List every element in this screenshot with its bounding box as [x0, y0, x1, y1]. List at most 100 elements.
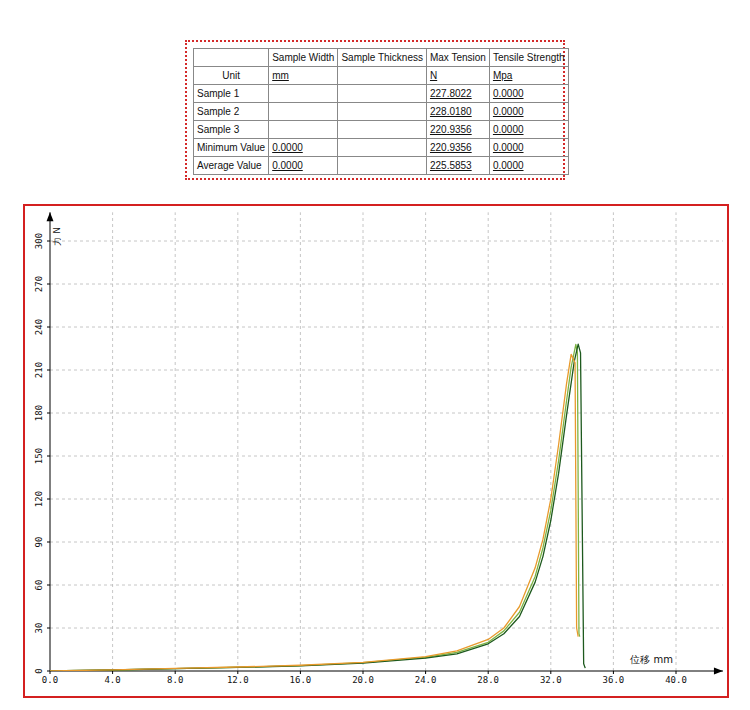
- cell-text: 0.0000: [493, 88, 524, 99]
- grid-line: [175, 212, 176, 671]
- table-cell: [338, 121, 427, 139]
- table-cell: [338, 157, 427, 175]
- cell-text: 220.9356: [430, 142, 472, 153]
- tick-label: 0: [34, 668, 44, 673]
- table-cell: mm: [269, 67, 338, 85]
- table-cell: Sample Thickness: [338, 49, 427, 67]
- cell-text: Unit: [222, 70, 240, 81]
- grid-line: [488, 212, 489, 671]
- tick-label: 270: [34, 276, 44, 292]
- grid-line: [363, 212, 364, 671]
- tick-label: 4.0: [104, 675, 120, 685]
- tick-label: 16.0: [290, 675, 312, 685]
- tick-label: 24.0: [415, 675, 437, 685]
- cell-text: Mpa: [493, 70, 512, 81]
- tick-label: 180: [34, 405, 44, 421]
- table-cell: Mpa: [489, 67, 568, 85]
- table-cell: [194, 49, 269, 67]
- cell-text: Minimum Value: [197, 142, 265, 153]
- grid-line: [50, 585, 723, 586]
- grid-line: [50, 628, 723, 629]
- table-cell: [269, 103, 338, 121]
- table-frame: Sample Width Sample Thickness Max Tension T…: [185, 40, 565, 180]
- cell-text: 0.0000: [493, 160, 524, 171]
- grid-line: [50, 327, 723, 328]
- cell-text: 228.0180: [430, 106, 472, 117]
- tick-label: 12.0: [227, 675, 249, 685]
- table-cell: [269, 85, 338, 103]
- cell-text: mm: [272, 70, 289, 81]
- cell-text: 0.0000: [272, 142, 303, 153]
- cell-text: Sample Thickness: [341, 52, 423, 63]
- tick-label: 120: [34, 491, 44, 507]
- tick-label: 150: [34, 448, 44, 464]
- cell-text: N: [430, 70, 437, 81]
- x-axis: [50, 671, 723, 672]
- cell-text: Sample 2: [197, 106, 239, 117]
- cell-text: Max Tension: [430, 52, 486, 63]
- table-cell: Average Value: [194, 157, 269, 175]
- table-cell: 228.0180: [426, 103, 489, 121]
- result-table: Sample Width Sample Thickness Max Tension T…: [193, 48, 569, 175]
- table-cell: [338, 139, 427, 157]
- tick-label: 240: [34, 319, 44, 335]
- cell-text: 227.8022: [430, 88, 472, 99]
- series-line: [50, 344, 585, 671]
- table-cell: 0.0000: [489, 139, 568, 157]
- grid-line: [613, 212, 614, 671]
- grid-line: [112, 212, 113, 671]
- cell-text: 0.0000: [272, 160, 303, 171]
- tick-label: 0.0: [42, 675, 58, 685]
- grid-line: [550, 212, 551, 671]
- tick-label: 90: [34, 537, 44, 548]
- cell-text: Average Value: [197, 160, 262, 171]
- series-line: [50, 344, 580, 671]
- tick-label: 300: [34, 233, 44, 249]
- table-cell: N: [426, 67, 489, 85]
- grid-line: [50, 241, 723, 242]
- table-cell: 225.5853: [426, 157, 489, 175]
- cell-text: Sample 1: [197, 88, 239, 99]
- series-group: [50, 344, 585, 671]
- cell-text: 220.9356: [430, 124, 472, 135]
- series-line: [50, 354, 578, 671]
- y-axis: [50, 212, 51, 671]
- table-cell: 0.0000: [489, 103, 568, 121]
- table-cell: [338, 85, 427, 103]
- table-cell: [338, 103, 427, 121]
- table-cell: [338, 67, 427, 85]
- axis-title: 位移 mm: [630, 654, 673, 665]
- tick-label: 40.0: [665, 675, 687, 685]
- axis-title: 力 N: [52, 227, 62, 246]
- table-cell: 220.9356: [426, 139, 489, 157]
- table-cell: 227.8022: [426, 85, 489, 103]
- tick-label: 20.0: [352, 675, 374, 685]
- y-axis-arrow: [47, 212, 54, 221]
- tick-label: 60: [34, 580, 44, 591]
- tick-label: 36.0: [603, 675, 625, 685]
- tick-label: 8.0: [167, 675, 183, 685]
- cell-text: 0.0000: [493, 124, 524, 135]
- grid-line: [50, 542, 723, 543]
- table-cell: Sample 1: [194, 85, 269, 103]
- tick-label: 30: [34, 623, 44, 634]
- grid-line: [237, 212, 238, 671]
- table-cell: 0.0000: [489, 121, 568, 139]
- grid-line: [50, 413, 723, 414]
- grid-line: [50, 370, 723, 371]
- tick-label: 28.0: [477, 675, 499, 685]
- table-cell: Unit: [194, 67, 269, 85]
- grid-line: [425, 212, 426, 671]
- cell-text: 0.0000: [493, 142, 524, 153]
- cell-text: 0.0000: [493, 106, 524, 117]
- cell-text: Sample Width: [272, 52, 334, 63]
- table-cell: [269, 121, 338, 139]
- cell-text: Tensile Strength: [493, 52, 565, 63]
- table-cell: 220.9356: [426, 121, 489, 139]
- table-cell: Sample 3: [194, 121, 269, 139]
- table-cell: Tensile Strength: [489, 49, 568, 67]
- tick-label: 32.0: [540, 675, 562, 685]
- table-cell: Minimum Value: [194, 139, 269, 157]
- grid-line: [676, 212, 677, 671]
- table-cell: 0.0000: [269, 157, 338, 175]
